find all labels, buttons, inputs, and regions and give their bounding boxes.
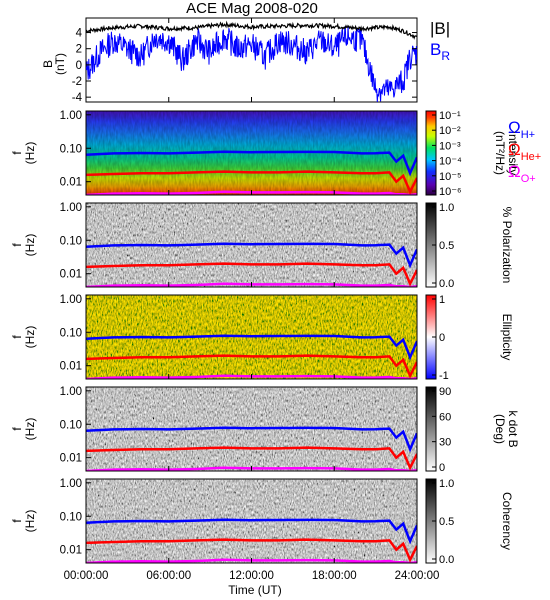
time-tick-label: 12:00:00 — [229, 570, 274, 582]
freq-tick-label: 0.10 — [60, 327, 82, 339]
coherency-colorbar-label: Coherency — [500, 492, 514, 550]
colorbar-tick-label: 10⁻⁶ — [439, 186, 462, 198]
time-tick-label: 18:00:00 — [312, 570, 357, 582]
b-field-plot-area — [85, 17, 418, 103]
freq-axis-label: f(Hz) — [10, 510, 37, 533]
freq-axis-label: f(Hz) — [10, 418, 37, 441]
o-plus-gyrofrequency-line — [86, 466, 417, 471]
freq-tick-label: 0.01 — [60, 545, 82, 557]
time-axis: 00:00:00 06:00:00 12:00:00 18:00:00 24:00:00 — [64, 570, 440, 582]
legend-h-plus: ΩH+ — [508, 118, 535, 141]
h-plus-gyrofrequency-line — [86, 242, 417, 269]
br-series-line — [86, 25, 417, 102]
colorbar-tick-label: 10⁻² — [439, 125, 461, 137]
freq-axis-label: f(Hz) — [10, 234, 37, 257]
colorbar-tick-label: 10⁻⁵ — [439, 171, 462, 183]
polarization-spectrogram — [86, 203, 417, 287]
legend-o-plus: ΩO+ — [508, 162, 536, 185]
freq-tick-label: 1.00 — [60, 110, 82, 122]
intensity-spectrogram — [86, 111, 417, 195]
colorbar-tick-label: 90 — [439, 386, 451, 398]
colorbar-tick-label: 10⁻³ — [439, 140, 461, 152]
freq-tick-label: 1.00 — [60, 386, 82, 398]
freq-tick-label: 0.01 — [60, 177, 82, 189]
h-plus-gyrofrequency-line — [86, 334, 417, 361]
b-field-panel: 4 2 0 -2 -4 B(nT) |B| BR — [41, 17, 450, 104]
colorbar-tick-label: 0.5 — [439, 240, 454, 252]
colorbar-tick-label: 0.5 — [439, 516, 454, 528]
ellipticity-panel: 1.00 0.10 0.01 f(Hz) 1 0 -1 Ellipticity — [10, 294, 514, 382]
freq-tick-label: 0.01 — [60, 269, 82, 281]
he-plus-gyrofrequency-line — [86, 354, 417, 379]
freq-tick-label: 1.00 — [60, 202, 82, 214]
polarization-panel: 1.00 0.10 0.01 f(Hz) 1.0 0.5 0.0 % Polarization — [10, 202, 514, 290]
he-plus-gyrofrequency-line — [86, 446, 417, 471]
colorbar-tick-label: 10⁻⁴ — [439, 156, 462, 168]
k-dot-b-colorbar — [425, 386, 437, 472]
x-axis-label: Time (UT) — [228, 583, 282, 597]
intensity-colorbar-label: Intensity(nT²/Hz) — [493, 131, 520, 176]
freq-tick-label: 0.01 — [60, 453, 82, 465]
k-dot-b-panel: 1.00 0.10 0.01 f(Hz) 90 60 30 0 k dot B(Deg) — [10, 386, 520, 474]
spectrogram-panels: 1.000.100.01f(Hz)10⁻¹10⁻²10⁻³10⁻⁴10⁻⁵10⁻… — [10, 110, 541, 566]
freq-tick-label: 0.10 — [60, 511, 82, 523]
colorbar-tick-label: 0.0 — [439, 278, 454, 290]
k-dot-b-colorbar-label: k dot B(Deg) — [493, 410, 520, 447]
o-plus-gyrofrequency-line — [86, 190, 417, 195]
time-tick-label: 24:00:00 — [395, 570, 440, 582]
b-magnitude-series-line — [86, 20, 417, 40]
h-plus-gyrofrequency-line — [86, 426, 417, 453]
freq-tick-label: 0.10 — [60, 235, 82, 247]
chart-title: ACE Mag 2008-020 — [186, 0, 318, 17]
freq-tick-label: 1.00 — [60, 478, 82, 490]
o-plus-gyrofrequency-line — [86, 374, 417, 379]
b-field-y-label: B(nT) — [41, 53, 67, 75]
freq-tick-label: 0.01 — [60, 361, 82, 373]
h-plus-gyrofrequency-line — [86, 518, 417, 545]
freq-axis-label: f(Hz) — [10, 326, 37, 349]
colorbar-tick-label: -1 — [439, 370, 449, 382]
o-plus-gyrofrequency-line — [86, 282, 417, 287]
he-plus-gyrofrequency-line — [86, 262, 417, 287]
ellipticity-spectrogram — [86, 295, 417, 379]
b-field-y-tick-label: -4 — [72, 92, 83, 104]
freq-axis-label: f(Hz) — [10, 142, 37, 165]
colorbar-tick-label: 60 — [439, 411, 451, 423]
b-field-y-tick-label: 4 — [76, 28, 83, 40]
intensity-colorbar — [425, 110, 437, 196]
he-plus-gyrofrequency-line — [86, 170, 417, 195]
o-plus-gyrofrequency-line — [86, 558, 417, 563]
b-field-y-tick-label: 2 — [76, 44, 82, 56]
colorbar-tick-label: 0 — [439, 462, 445, 474]
legend-he-plus: ΩHe+ — [508, 140, 541, 163]
time-tick-label: 06:00:00 — [146, 570, 191, 582]
coherency-panel: 1.00 0.10 0.01 f(Hz) 1.0 0.5 0.0 Coherency — [10, 478, 514, 566]
legend-br: BR — [430, 40, 450, 63]
b-field-y-tick-label: 0 — [76, 60, 82, 72]
colorbar-tick-label: 10⁻¹ — [439, 110, 461, 122]
time-tick-label: 00:00:00 — [64, 570, 109, 582]
colorbar-tick-label: 1 — [439, 294, 445, 306]
freq-tick-label: 0.10 — [60, 419, 82, 431]
h-plus-gyrofrequency-line — [86, 150, 417, 177]
colorbar-tick-label: 1.0 — [439, 478, 454, 490]
colorbar-tick-label: 0.0 — [439, 554, 454, 566]
intensity-panel: 1.00 0.10 0.01 f(Hz) 10⁻¹ 10⁻² 10⁻³ 10⁻⁴ 10⁻⁵ 10⁻… — [10, 110, 541, 198]
polarization-colorbar-label: % Polarization — [500, 207, 514, 284]
k-dot-b-spectrogram — [86, 387, 417, 471]
freq-tick-label: 1.00 — [60, 294, 82, 306]
colorbar-tick-label: 30 — [439, 437, 451, 449]
freq-tick-label: 0.10 — [60, 143, 82, 155]
coherency-spectrogram — [86, 479, 417, 563]
ellipticity-colorbar-label: Ellipticity — [500, 314, 514, 361]
colorbar-tick-label: 1.0 — [439, 202, 454, 214]
b-field-y-tick-label: -2 — [72, 76, 82, 88]
b-field-y-ticks: 4 2 0 -2 -4 — [72, 18, 418, 104]
colorbar-tick-label: 0 — [439, 332, 445, 344]
he-plus-gyrofrequency-line — [86, 538, 417, 563]
legend-b-magnitude: |B| — [430, 19, 450, 38]
